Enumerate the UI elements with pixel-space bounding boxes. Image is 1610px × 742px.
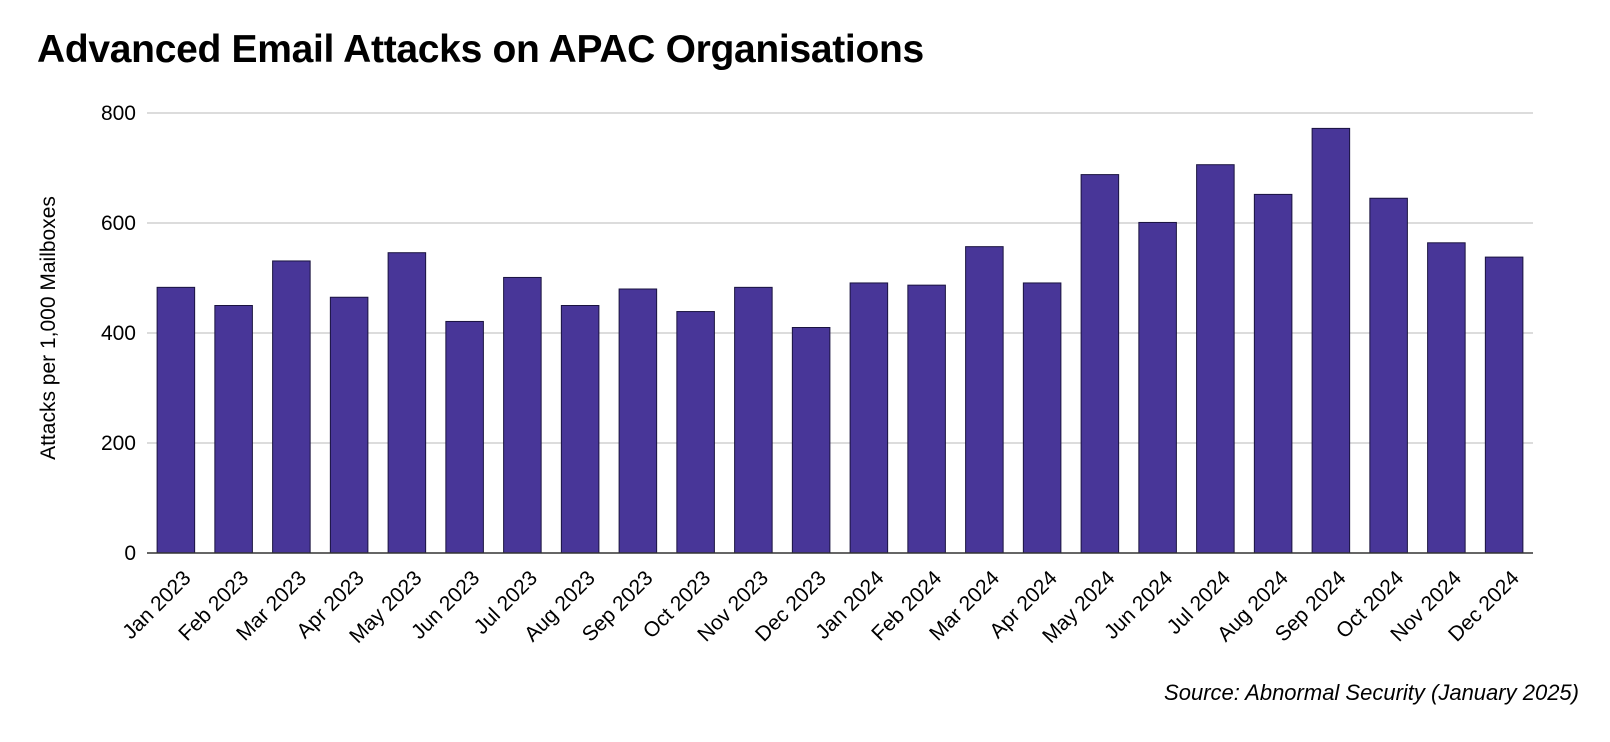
bar-jul-2024 [1196, 164, 1235, 554]
bar-jun-2023 [445, 320, 484, 554]
gridlines [147, 112, 1533, 444]
source-note: Source: Abnormal Security (January 2025) [1164, 680, 1579, 705]
bar-dec-2023 [791, 327, 831, 554]
y-tick-label: 800 [101, 102, 136, 125]
bar-oct-2023 [676, 311, 715, 554]
chart-title: Advanced Email Attacks on APAC Organisat… [37, 28, 924, 71]
bar-mar-2024 [965, 246, 1004, 554]
bar-jul-2023 [503, 276, 542, 554]
y-tick-label: 600 [101, 212, 136, 235]
bar-aug-2024 [1253, 193, 1293, 554]
y-axis-title: Attacks per 1,000 Mailboxes [37, 196, 60, 460]
bar-sep-2023 [618, 288, 658, 554]
y-tick-label: 400 [101, 322, 136, 345]
bar-jan-2023 [156, 286, 196, 554]
bar-may-2024 [1080, 174, 1120, 554]
bar-apr-2023 [329, 296, 369, 554]
bars [156, 127, 1524, 554]
y-tick-label: 0 [124, 542, 136, 565]
bar-may-2023 [387, 252, 427, 554]
bar-aug-2023 [560, 305, 600, 554]
bar-nov-2023 [734, 286, 773, 554]
bar-apr-2024 [1022, 282, 1062, 554]
bar-jan-2024 [849, 282, 889, 554]
bar-mar-2023 [272, 260, 311, 554]
bar-sep-2024 [1311, 127, 1351, 554]
bar-feb-2023 [214, 305, 253, 554]
y-axis-ticks: 0 200 400 600 800 [101, 102, 136, 565]
bar-oct-2024 [1369, 197, 1408, 554]
bar-feb-2024 [907, 284, 946, 554]
bar-dec-2024 [1484, 256, 1524, 554]
y-tick-label: 200 [101, 432, 136, 455]
bar-jun-2024 [1138, 221, 1177, 554]
bar-nov-2024 [1427, 242, 1466, 554]
